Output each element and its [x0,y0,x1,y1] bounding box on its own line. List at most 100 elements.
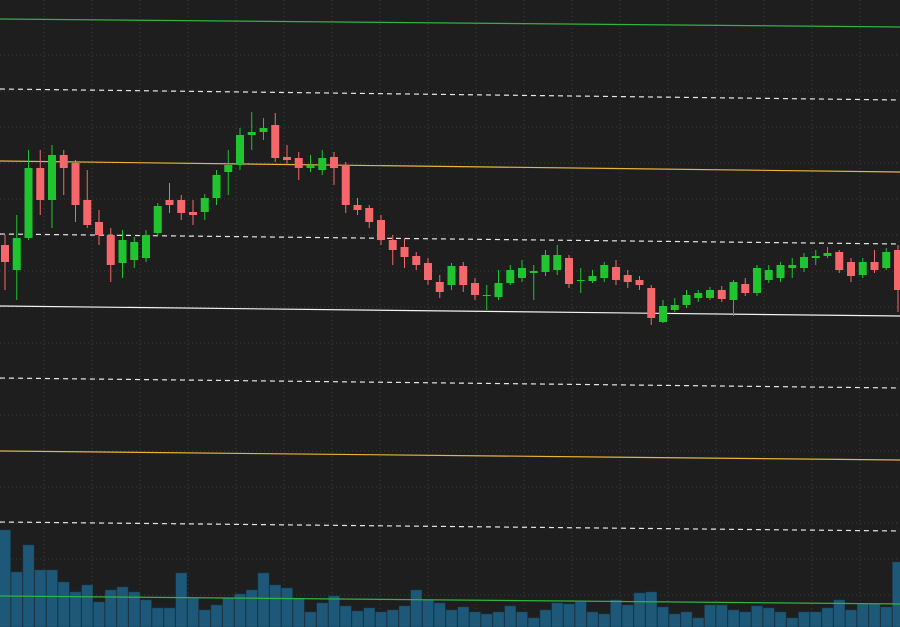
candle-body [353,205,362,210]
volume-bar [481,613,493,627]
candle-body [541,255,550,272]
candle-body [36,168,45,200]
volume-bar [246,589,258,627]
channel-line [0,233,900,245]
candle-body [835,252,844,270]
volume-bar [0,529,11,627]
candle-body [717,290,726,299]
candle-body [506,270,515,283]
channel-line [0,595,900,605]
candle-body [494,283,503,297]
candle-body [365,208,374,222]
volume-bar [586,611,599,627]
volume-bar [340,605,352,627]
channel-line [0,18,900,28]
volume-bar [598,613,610,627]
candle-body [130,242,139,260]
volume-bar [398,605,411,627]
candle-body [153,206,162,233]
volume-bar [504,605,516,627]
volume-bar [105,589,117,627]
candle-body [576,280,585,281]
volume-bar [445,609,458,627]
candle-body [212,175,221,198]
candle-body [189,212,197,215]
volume-bar [821,607,834,627]
candle-body [95,222,103,235]
volume-bar [163,607,176,627]
volume-bar [116,586,129,627]
volume-bar [93,601,105,627]
volume-bar [539,609,552,627]
volume-bar [469,611,481,627]
candle-body [106,235,115,265]
candle-body [706,290,714,298]
volume-bar [528,617,540,627]
candle-body [882,252,891,268]
volume-bar [222,597,234,627]
candle-body [177,200,186,213]
candle-body [341,165,350,205]
candle-body [588,276,597,281]
volume-bar [868,603,881,627]
candle-body [482,295,491,296]
volume-bar [692,617,704,627]
candle-body [388,240,397,250]
volume-bar [210,604,223,627]
volume-bar [774,611,787,627]
candle-body [400,247,409,257]
volume-bar [81,584,93,627]
volume-bar [551,602,563,627]
channel-line [0,160,900,173]
volume-bar [575,601,587,627]
channel-line [0,450,900,461]
volume-bar [58,581,70,627]
volume-bar [798,611,810,627]
channel-line [0,305,900,317]
candle-body [729,282,738,300]
volume-bar [833,599,845,627]
volume-bar [269,584,281,627]
volume-bar [845,609,857,627]
candle-body [377,220,385,240]
candle-body [623,275,632,282]
volume-bar [316,602,328,627]
volume-bar [680,611,693,627]
channel-lines [0,18,900,605]
volume-bar [810,611,822,627]
volume-bar [351,610,364,627]
volume-bar [128,591,140,627]
candle-body [283,157,291,160]
volume-bar [622,604,634,627]
volume-bar [22,544,35,627]
candle-body [612,267,620,280]
volume-bar [234,593,246,627]
volume-bar [304,611,317,627]
candle-body [529,271,538,273]
candle-body [118,240,127,263]
volume-bar [175,572,187,627]
volume-bar [152,607,164,627]
volume-bar [410,589,422,627]
volume-bar [633,592,646,627]
candle-body [412,256,421,265]
candle-body [800,257,808,268]
volume-bar [763,607,775,627]
volume-bar [375,611,387,627]
volume-bar [293,597,305,627]
volume-bar [387,609,399,627]
volume-bar [563,603,575,627]
volume-bar [11,571,23,627]
volume-bar [422,599,434,627]
volume-bar [187,597,199,627]
candle-body [24,168,33,238]
volume-bar [516,611,528,627]
candle-body [330,157,338,168]
candle-body [318,158,327,170]
volume-bar [281,587,293,627]
candle-body [306,165,315,168]
candle-body [142,235,150,258]
